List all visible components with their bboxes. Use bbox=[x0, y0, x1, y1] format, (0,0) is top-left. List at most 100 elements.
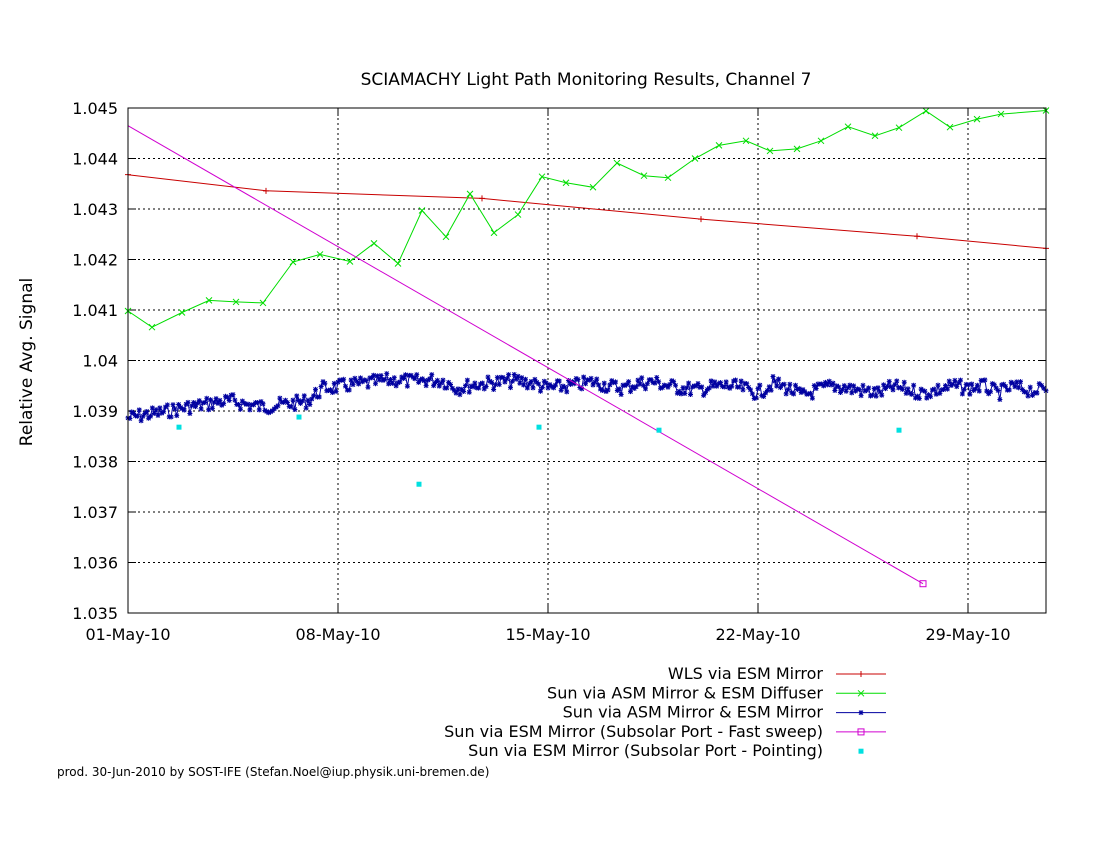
series-2-point-294 bbox=[676, 388, 682, 394]
series-2-point-446 bbox=[961, 386, 967, 392]
series-2-point-197 bbox=[494, 374, 500, 380]
series-2-point-389 bbox=[854, 386, 860, 392]
series-2-point-213 bbox=[524, 385, 530, 391]
series-2-point-121 bbox=[352, 375, 358, 381]
series-2-point-134 bbox=[376, 377, 382, 383]
series-2-point-249 bbox=[592, 379, 598, 385]
series-2-point-71 bbox=[258, 399, 264, 405]
series-2-point-303 bbox=[693, 383, 699, 389]
series-2-point-136 bbox=[380, 377, 386, 383]
series-2-point-232 bbox=[560, 383, 566, 389]
series-2-point-55 bbox=[228, 392, 234, 398]
series-2-point-3 bbox=[131, 410, 137, 416]
series-2-point-295 bbox=[678, 391, 684, 397]
series-2-point-167 bbox=[438, 380, 444, 386]
series-2-point-393 bbox=[862, 388, 868, 394]
series-2-point-394 bbox=[864, 387, 870, 393]
series-2-point-464 bbox=[995, 387, 1001, 393]
legend-marker-0 bbox=[858, 671, 864, 677]
series-2-point-41 bbox=[202, 399, 208, 405]
series-2-point-114 bbox=[339, 377, 345, 383]
series-2-point-456 bbox=[980, 378, 986, 384]
series-2-point-445 bbox=[959, 391, 965, 397]
series-2-point-405 bbox=[884, 383, 890, 389]
series-2-point-413 bbox=[899, 386, 905, 392]
series-2-point-162 bbox=[429, 372, 435, 378]
series-2-point-435 bbox=[941, 387, 947, 393]
series-2-point-300 bbox=[688, 391, 693, 397]
series-2-point-139 bbox=[386, 381, 392, 387]
series-2-point-42 bbox=[204, 395, 210, 401]
series-2-point-159 bbox=[423, 383, 429, 389]
series-2-point-181 bbox=[464, 377, 470, 383]
series-2-point-180 bbox=[463, 383, 468, 389]
series-2-point-322 bbox=[729, 383, 735, 389]
series-2-point-406 bbox=[886, 378, 892, 384]
series-2-point-307 bbox=[701, 392, 707, 398]
series-2-point-348 bbox=[778, 385, 783, 391]
series-2-point-85 bbox=[284, 400, 290, 406]
series-2-point-32 bbox=[185, 399, 191, 405]
series-2-point-107 bbox=[326, 387, 332, 393]
series-2-point-284 bbox=[658, 385, 663, 391]
footer-credit: prod. 30-Jun-2010 by SOST-IFE (Stefan.No… bbox=[57, 765, 489, 779]
series-2-point-116 bbox=[343, 383, 348, 389]
series-2-point-251 bbox=[596, 382, 602, 388]
series-2-point-315 bbox=[716, 381, 722, 387]
series-2-point-99 bbox=[311, 393, 317, 399]
series-2-point-182 bbox=[466, 389, 472, 395]
series-2-point-244 bbox=[583, 381, 588, 387]
series-2-point-155 bbox=[416, 379, 422, 385]
series-2-point-392 bbox=[860, 382, 866, 388]
series-2-point-462 bbox=[991, 382, 997, 388]
series-4-point-1 bbox=[296, 414, 302, 420]
series-2-point-338 bbox=[759, 393, 765, 399]
series-2-point-156 bbox=[418, 377, 423, 383]
series-2-point-126 bbox=[361, 377, 367, 383]
series-2-point-198 bbox=[496, 382, 502, 388]
series-2-point-227 bbox=[551, 385, 557, 391]
series-2-point-6 bbox=[136, 407, 142, 413]
series-2-point-268 bbox=[628, 389, 633, 395]
series-2-point-438 bbox=[946, 378, 952, 384]
series-2-point-12 bbox=[148, 413, 153, 419]
series-2-point-324 bbox=[733, 377, 738, 383]
series-2-point-30 bbox=[181, 407, 187, 413]
series-2-point-426 bbox=[924, 395, 930, 401]
series-2-point-461 bbox=[989, 381, 995, 387]
series-2-point-414 bbox=[901, 379, 907, 385]
series-2-point-235 bbox=[566, 377, 572, 383]
series-2-point-330 bbox=[744, 381, 750, 387]
series-2-point-351 bbox=[783, 391, 789, 397]
series-2-point-65 bbox=[247, 407, 253, 413]
series-2-point-314 bbox=[714, 383, 720, 389]
series-2-point-13 bbox=[149, 405, 155, 411]
series-2-point-178 bbox=[459, 386, 465, 392]
series-2-point-247 bbox=[588, 375, 594, 381]
series-2-point-313 bbox=[712, 379, 718, 385]
x-tick-label-1: 08-May-10 bbox=[295, 625, 380, 644]
series-2-point-39 bbox=[198, 406, 204, 412]
series-2-point-289 bbox=[667, 381, 673, 387]
series-1-line bbox=[127, 110, 1047, 328]
series-2-point-403 bbox=[881, 382, 887, 388]
series-2-point-431 bbox=[933, 391, 939, 397]
series-2-point-92 bbox=[298, 400, 303, 406]
series-2-point-367 bbox=[813, 385, 819, 391]
series-2-point-158 bbox=[421, 378, 427, 384]
series-1-point-9 bbox=[370, 239, 378, 247]
series-2-point-477 bbox=[1019, 387, 1025, 393]
series-2-point-87 bbox=[288, 404, 294, 410]
series-2-point-308 bbox=[703, 390, 708, 396]
series-2-point-33 bbox=[187, 411, 193, 417]
series-2-point-165 bbox=[434, 377, 440, 383]
series-2-point-168 bbox=[440, 377, 446, 383]
series-2-point-336 bbox=[755, 386, 761, 392]
series-2-point-217 bbox=[532, 376, 538, 382]
series-2-point-48 bbox=[215, 400, 221, 406]
series-2-point-52 bbox=[223, 393, 228, 399]
series-2-point-340 bbox=[763, 390, 768, 396]
legend-label-4: Sun via ESM Mirror (Subsolar Port - Poin… bbox=[468, 741, 823, 760]
series-2-point-120 bbox=[350, 382, 356, 388]
